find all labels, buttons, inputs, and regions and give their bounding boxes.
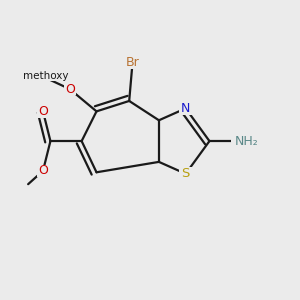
Text: S: S [182, 167, 190, 180]
FancyBboxPatch shape [179, 102, 192, 115]
FancyBboxPatch shape [2, 70, 89, 82]
Text: O: O [65, 82, 75, 96]
FancyBboxPatch shape [64, 83, 76, 95]
Text: NH₂: NH₂ [235, 135, 259, 148]
FancyBboxPatch shape [123, 56, 141, 69]
FancyBboxPatch shape [231, 135, 262, 147]
FancyBboxPatch shape [179, 167, 192, 180]
Text: methoxy: methoxy [23, 71, 69, 81]
Text: O: O [38, 164, 48, 177]
Text: O: O [38, 105, 48, 118]
Text: Br: Br [125, 56, 139, 69]
FancyBboxPatch shape [37, 165, 49, 177]
FancyBboxPatch shape [37, 105, 49, 118]
Text: N: N [181, 102, 190, 115]
